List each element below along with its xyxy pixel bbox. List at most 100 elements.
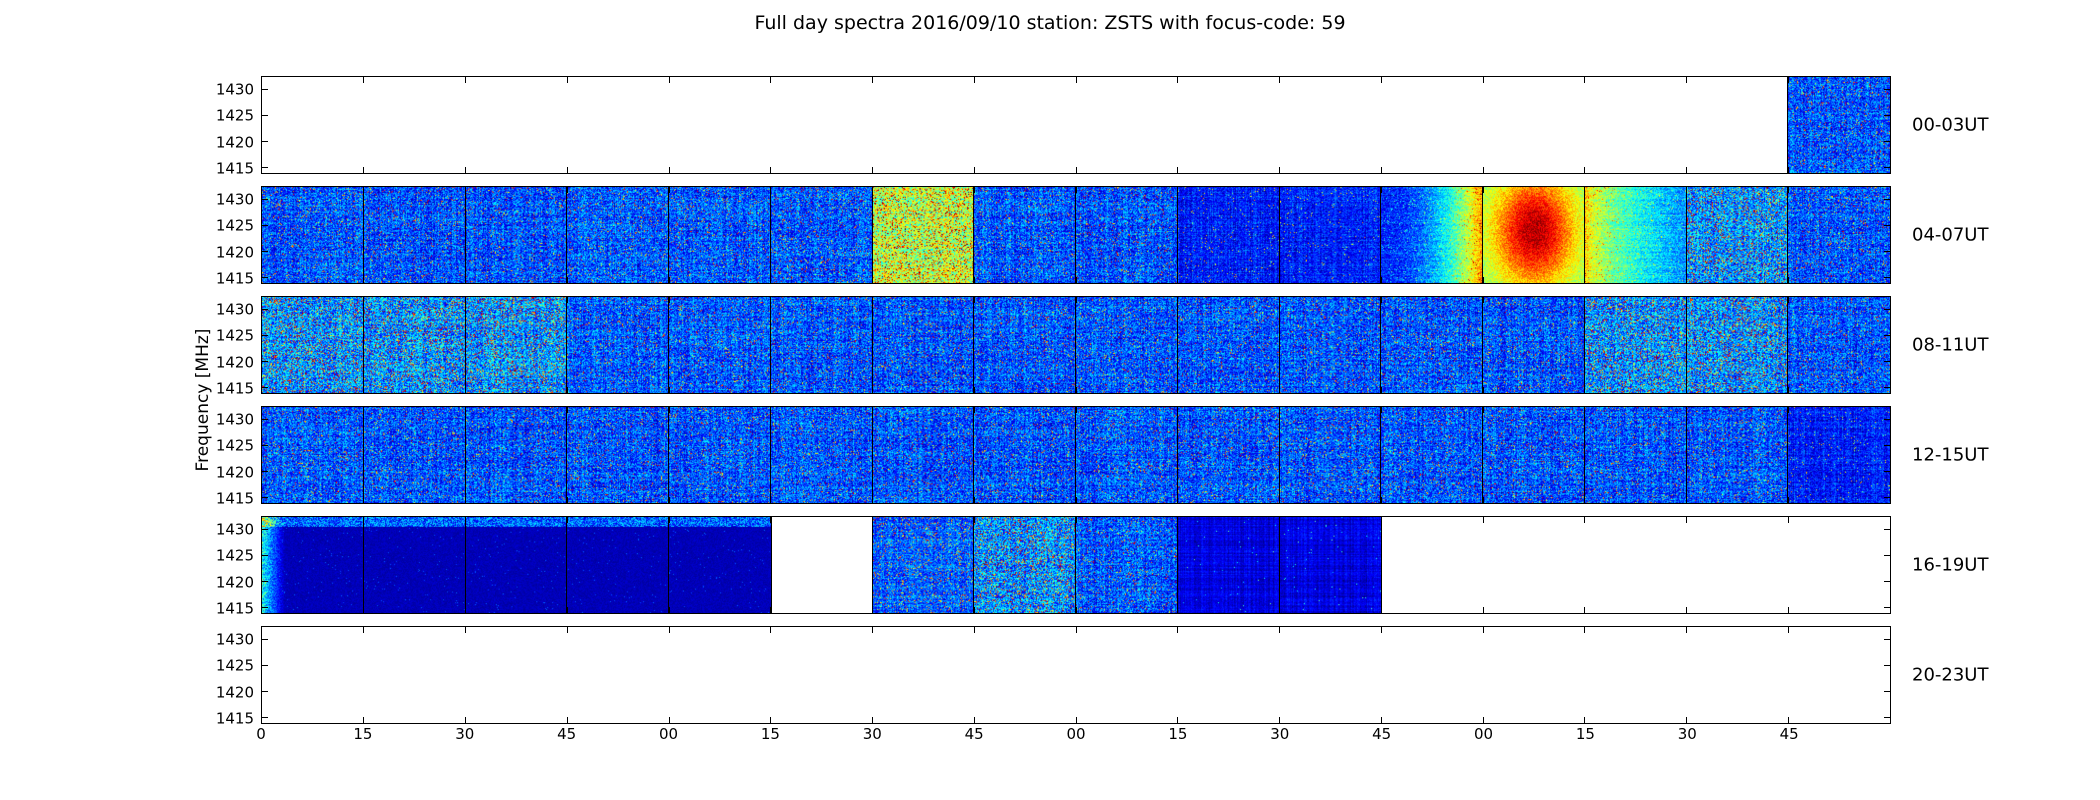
- spectrogram-panel: [771, 407, 873, 503]
- spectrogram-image: [466, 297, 568, 393]
- y-tick-label: 1430: [216, 632, 254, 647]
- spectrogram-image: [262, 517, 364, 613]
- x-tick: [669, 407, 670, 413]
- figure-page: Full day spectra 2016/09/10 station: ZST…: [0, 0, 2100, 800]
- x-tick: [1279, 277, 1280, 283]
- spectrogram-panel: [1687, 77, 1789, 173]
- x-tick: [1279, 187, 1280, 193]
- x-tick: [1686, 187, 1687, 193]
- y-tick-label: 1420: [216, 465, 254, 480]
- spectrogram-image: [1687, 407, 1789, 503]
- spectrogram-image: [1178, 517, 1280, 613]
- x-tick: [770, 497, 771, 503]
- x-tick: [1788, 407, 1789, 413]
- spectrogram-panel: [262, 187, 364, 283]
- spectrogram-panel: [466, 627, 568, 723]
- x-tick: [770, 517, 771, 523]
- y-tick-label: 1425: [216, 659, 254, 674]
- x-tick: [1076, 517, 1077, 523]
- y-tick: [1884, 167, 1890, 168]
- spectrogram-image: [873, 187, 975, 283]
- spectrogram-panel: [1585, 407, 1687, 503]
- x-tick: [363, 77, 364, 83]
- x-tick: [1279, 407, 1280, 413]
- spectrogram-image: [1788, 297, 1890, 393]
- x-tick: [1686, 387, 1687, 393]
- x-tick: [1584, 627, 1585, 633]
- x-tick: [872, 77, 873, 83]
- x-tick: [1686, 627, 1687, 633]
- spectrogram-panel: [364, 407, 466, 503]
- x-tick-label: 15: [1576, 727, 1595, 742]
- spectrogram-image: [669, 297, 771, 393]
- y-tick: [1884, 529, 1890, 530]
- y-tick-label: 1425: [216, 219, 254, 234]
- x-tick: [974, 407, 975, 413]
- y-tick-label: 1425: [216, 109, 254, 124]
- x-tick-label: 15: [353, 727, 372, 742]
- x-tick: [669, 277, 670, 283]
- x-tick: [1381, 77, 1382, 83]
- x-tick: [770, 627, 771, 633]
- y-tick: [1884, 691, 1890, 692]
- y-tick: [262, 665, 268, 666]
- spectrogram-image: [262, 187, 364, 283]
- spectrogram-image: [567, 517, 669, 613]
- y-tick-label: 1420: [216, 355, 254, 370]
- row-time-label: 12-15UT: [1912, 445, 1988, 466]
- x-tick: [1177, 627, 1178, 633]
- x-tick: [1076, 407, 1077, 413]
- spectrogram-panel: [771, 77, 873, 173]
- y-tick: [1884, 89, 1890, 90]
- x-tick-label: 15: [761, 727, 780, 742]
- x-tick: [1279, 607, 1280, 613]
- x-tick: [1076, 187, 1077, 193]
- x-tick: [1279, 297, 1280, 303]
- x-tick: [974, 517, 975, 523]
- spectrogram-panel: [1076, 407, 1178, 503]
- x-tick: [363, 187, 364, 193]
- x-tick: [1381, 387, 1382, 393]
- row-time-label: 04-07UT: [1912, 225, 1988, 246]
- spectrogram-image: [1178, 187, 1280, 283]
- x-tick: [1483, 297, 1484, 303]
- x-tick: [974, 187, 975, 193]
- y-tick-label: 1425: [216, 329, 254, 344]
- spectrogram-image: [873, 297, 975, 393]
- y-tick: [262, 471, 268, 472]
- spectrogram-panel: [669, 407, 771, 503]
- x-tick: [363, 517, 364, 523]
- spectrogram-panel: [1483, 187, 1585, 283]
- spectrogram-image: [1585, 407, 1687, 503]
- spectrogram-panel: [1381, 297, 1483, 393]
- y-tick: [1884, 471, 1890, 472]
- y-tick: [262, 555, 268, 556]
- spectra-row-04-07UT: 1430 1425 1420 1415 04-07UT: [261, 186, 1891, 284]
- spectrogram-image: [1381, 407, 1483, 503]
- spectra-row-20-23UT: 1430 1425 1420 1415 20-23UT: [261, 626, 1891, 724]
- spectrogram-panel: [873, 407, 975, 503]
- x-tick: [1177, 387, 1178, 393]
- spectrogram-panel: [466, 77, 568, 173]
- x-tick-label: 30: [863, 727, 882, 742]
- x-tick: [1381, 297, 1382, 303]
- spectrogram-panel: [262, 297, 364, 393]
- y-tick: [1884, 361, 1890, 362]
- spectrogram-panel: [669, 187, 771, 283]
- spectrogram-panel: [873, 297, 975, 393]
- x-tick: [1584, 607, 1585, 613]
- x-tick: [465, 497, 466, 503]
- x-tick: [872, 627, 873, 633]
- spectrogram-panel: [974, 77, 1076, 173]
- y-tick: [1884, 581, 1890, 582]
- y-tick: [1884, 639, 1890, 640]
- spectrogram-panel: [567, 517, 669, 613]
- x-tick: [1177, 607, 1178, 613]
- x-tick: [1483, 167, 1484, 173]
- spectrogram-image: [567, 407, 669, 503]
- x-tick: [669, 77, 670, 83]
- x-tick: [1381, 607, 1382, 613]
- x-tick: [1076, 277, 1077, 283]
- x-tick: [363, 717, 364, 723]
- x-tick: [1381, 277, 1382, 283]
